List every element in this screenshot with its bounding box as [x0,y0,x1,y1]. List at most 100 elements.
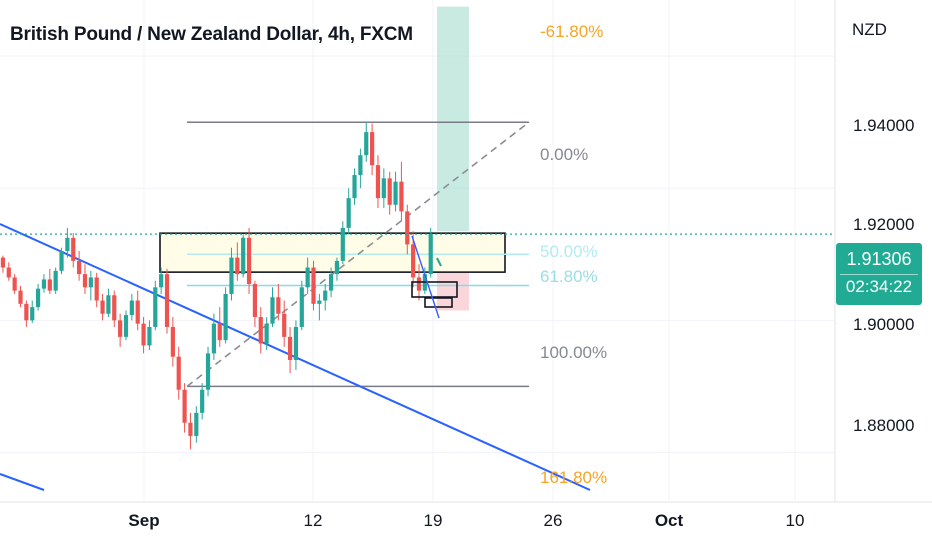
badge-divider [840,274,918,275]
candle-body [106,295,111,314]
fib-label-100: 100.00% [540,343,608,362]
candle-body [53,270,58,291]
retest-box [424,297,453,308]
long-target-zone [437,6,469,232]
candle-body [12,277,17,291]
candle-body [194,412,199,436]
last-price-badge: 1.91306 02:34:22 [836,243,922,305]
candle-body [346,198,351,228]
candle-body [328,274,334,291]
candle-body [135,300,140,324]
candle-body [317,300,322,304]
candle-body [153,287,158,327]
candle-body [246,237,252,285]
fib-trend-line [186,121,530,388]
candle-body [217,323,222,341]
time-tick: Sep [128,511,160,530]
fib-label-minus-61-8: -61.80% [540,22,604,41]
candle-body [164,274,170,327]
candle-body [229,257,234,294]
candle-body [241,237,246,275]
candle-body [71,237,76,261]
time-tick: 12 [303,511,323,530]
candle-body [393,181,398,205]
price-tick: 1.88000 [853,416,915,435]
fib-label-0: 0.00% [540,145,589,164]
candle-body [88,277,93,288]
candle-body [264,323,269,344]
candle-body [118,320,123,337]
candle-body [112,295,117,321]
candle-body [123,315,129,337]
candle-body [258,317,263,344]
candle-body [41,279,47,289]
candle-body [159,274,164,288]
candle-body [235,257,240,275]
candle-body [24,303,29,321]
time-tick: Oct [654,511,684,530]
candle-body [352,175,357,199]
candle-body [305,267,310,288]
candle-body [65,237,70,251]
candle-body [0,257,6,268]
candle-body [100,300,105,314]
chart-title: British Pound / New Zealand Dollar, 4h, … [10,24,413,45]
candle-body [18,290,23,304]
candle-body [276,297,281,314]
candle-body [387,178,392,205]
candle-body [82,274,88,288]
descending-trendline-lower [0,473,45,491]
bar-countdown: 02:34:22 [845,277,913,296]
candle-body [147,326,152,346]
candle-body [59,251,64,271]
candle-body [270,297,275,324]
candle-body [411,244,416,278]
candle-body [299,287,304,327]
candle-body [381,178,386,199]
candle-body [182,389,187,423]
supply-zone-rectangle [159,232,506,273]
candle-body [323,290,328,301]
candle-body [375,165,381,199]
long-entry-arrow [436,257,442,267]
candle-body [94,277,99,301]
candle-body [6,267,11,278]
candle-body [176,356,181,390]
candle-body [47,279,52,291]
price-axis-currency: NZD [852,20,887,39]
candle-body [311,267,316,304]
candle-body [223,293,228,341]
price-tick: 1.92000 [853,215,915,234]
candle-body [370,132,375,166]
candle-body [340,227,345,261]
candle-body [200,389,205,413]
candle-body [358,155,363,176]
candle-body [77,260,82,275]
candle-body [405,211,410,245]
fibonacci-retracement[interactable] [186,0,530,388]
time-tick: 26 [543,511,563,530]
price-tick: 1.94000 [853,116,915,135]
candle-body [211,323,216,354]
price-tick: 1.90000 [853,315,915,334]
entry-box [411,281,458,298]
candle-body [35,288,41,308]
fib-label-50: 50.00% [540,242,598,261]
candle-body [141,323,146,346]
projection-line [411,235,440,319]
candle-body [428,233,433,275]
candle-body [205,353,211,390]
drawing-overlays[interactable] [0,233,835,319]
candle-body [287,336,293,360]
candle-body [188,422,193,436]
candle-body [282,313,287,337]
candle-body [364,132,369,156]
time-tick: 19 [423,511,443,530]
last-price-value: 1.91306 [846,249,912,269]
candle-body [416,277,422,291]
drawing-zones [159,6,506,311]
candle-body [334,260,340,275]
fib-label-161-8: 161.80% [540,468,608,487]
